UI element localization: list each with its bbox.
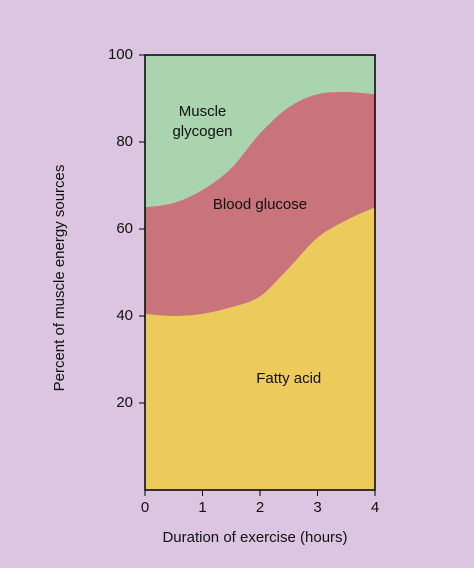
x-tick-label: 0: [141, 499, 149, 516]
area: [145, 207, 375, 490]
x-tick-label: 4: [371, 499, 379, 516]
area-label: Fatty acid: [256, 370, 322, 388]
y-tick-label: 40: [116, 307, 133, 324]
area-label: Blood glucose: [212, 195, 308, 213]
y-tick-label: 80: [116, 133, 133, 150]
x-tick-label: 2: [256, 499, 264, 516]
x-tick-label: 3: [313, 499, 321, 516]
area-label: Muscle glycogen: [172, 103, 233, 141]
x-axis-label: Duration of exercise (hours): [162, 529, 347, 546]
x-tick-label: 1: [198, 499, 206, 516]
y-tick-label: 60: [116, 220, 133, 237]
y-tick-label: 20: [116, 394, 133, 411]
area: [145, 55, 375, 208]
area: [145, 91, 375, 317]
y-axis-label: Percent of muscle energy sources: [51, 165, 68, 392]
y-tick-label: 100: [108, 46, 133, 63]
